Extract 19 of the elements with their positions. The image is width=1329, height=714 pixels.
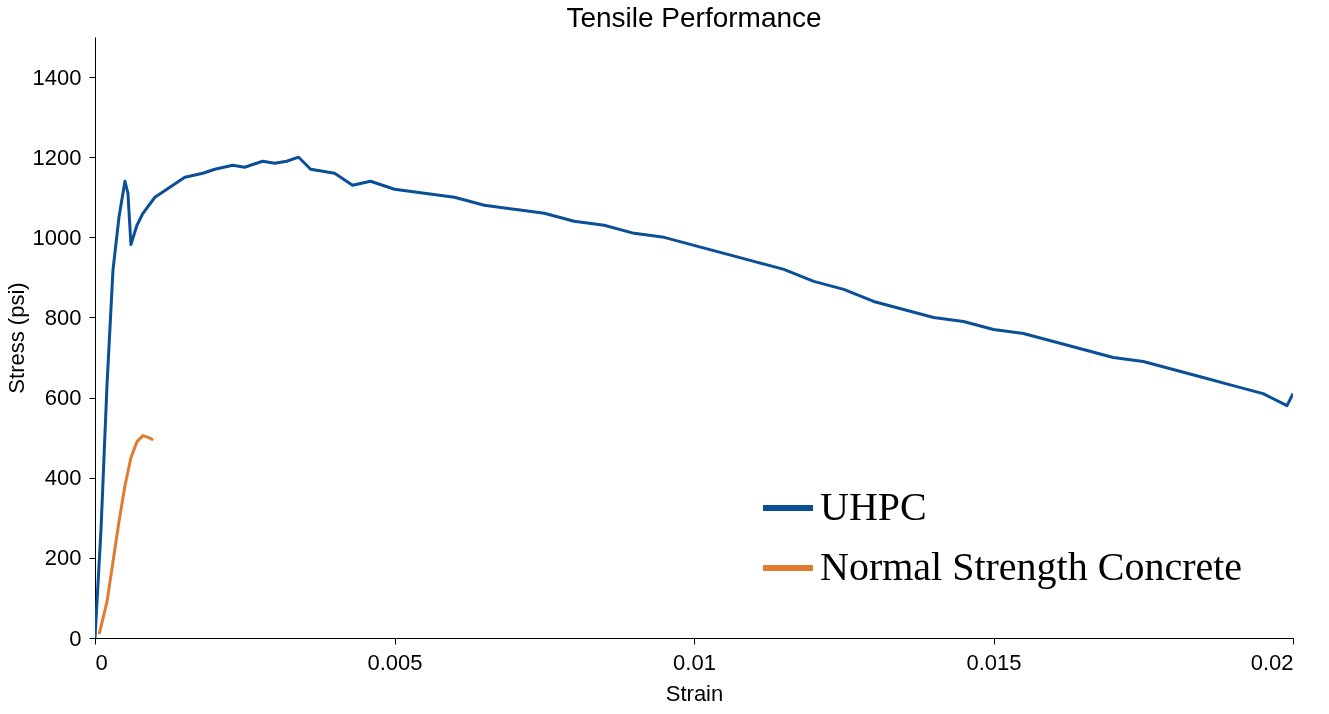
x-tick-label: 0.015 — [966, 649, 1022, 675]
y-tick-label: 600 — [44, 385, 82, 411]
line-series — [97, 434, 155, 636]
y-tick-label: 1200 — [32, 144, 82, 170]
y-tick-label: 1400 — [32, 64, 82, 90]
x-tick-label: 0.005 — [367, 649, 423, 675]
x-axis-title: Strain — [665, 680, 724, 706]
y-tick-label: 400 — [44, 465, 82, 491]
y-tick-label: 800 — [44, 304, 82, 330]
legend-label: Normal Strength Concrete — [820, 544, 1243, 589]
x-tick-label: 0 — [95, 649, 108, 675]
y-tick-label: 0 — [69, 625, 82, 651]
chart-title: Tensile Performance — [566, 2, 822, 33]
y-tick-label: 200 — [44, 545, 82, 571]
y-tick-label: 1000 — [32, 224, 82, 250]
y-axis-title: Stress (psi) — [3, 282, 29, 394]
legend-label: UHPC — [820, 484, 927, 529]
x-tick-label: 0.01 — [673, 649, 716, 675]
x-tick-label: 0.02 — [1250, 649, 1294, 675]
